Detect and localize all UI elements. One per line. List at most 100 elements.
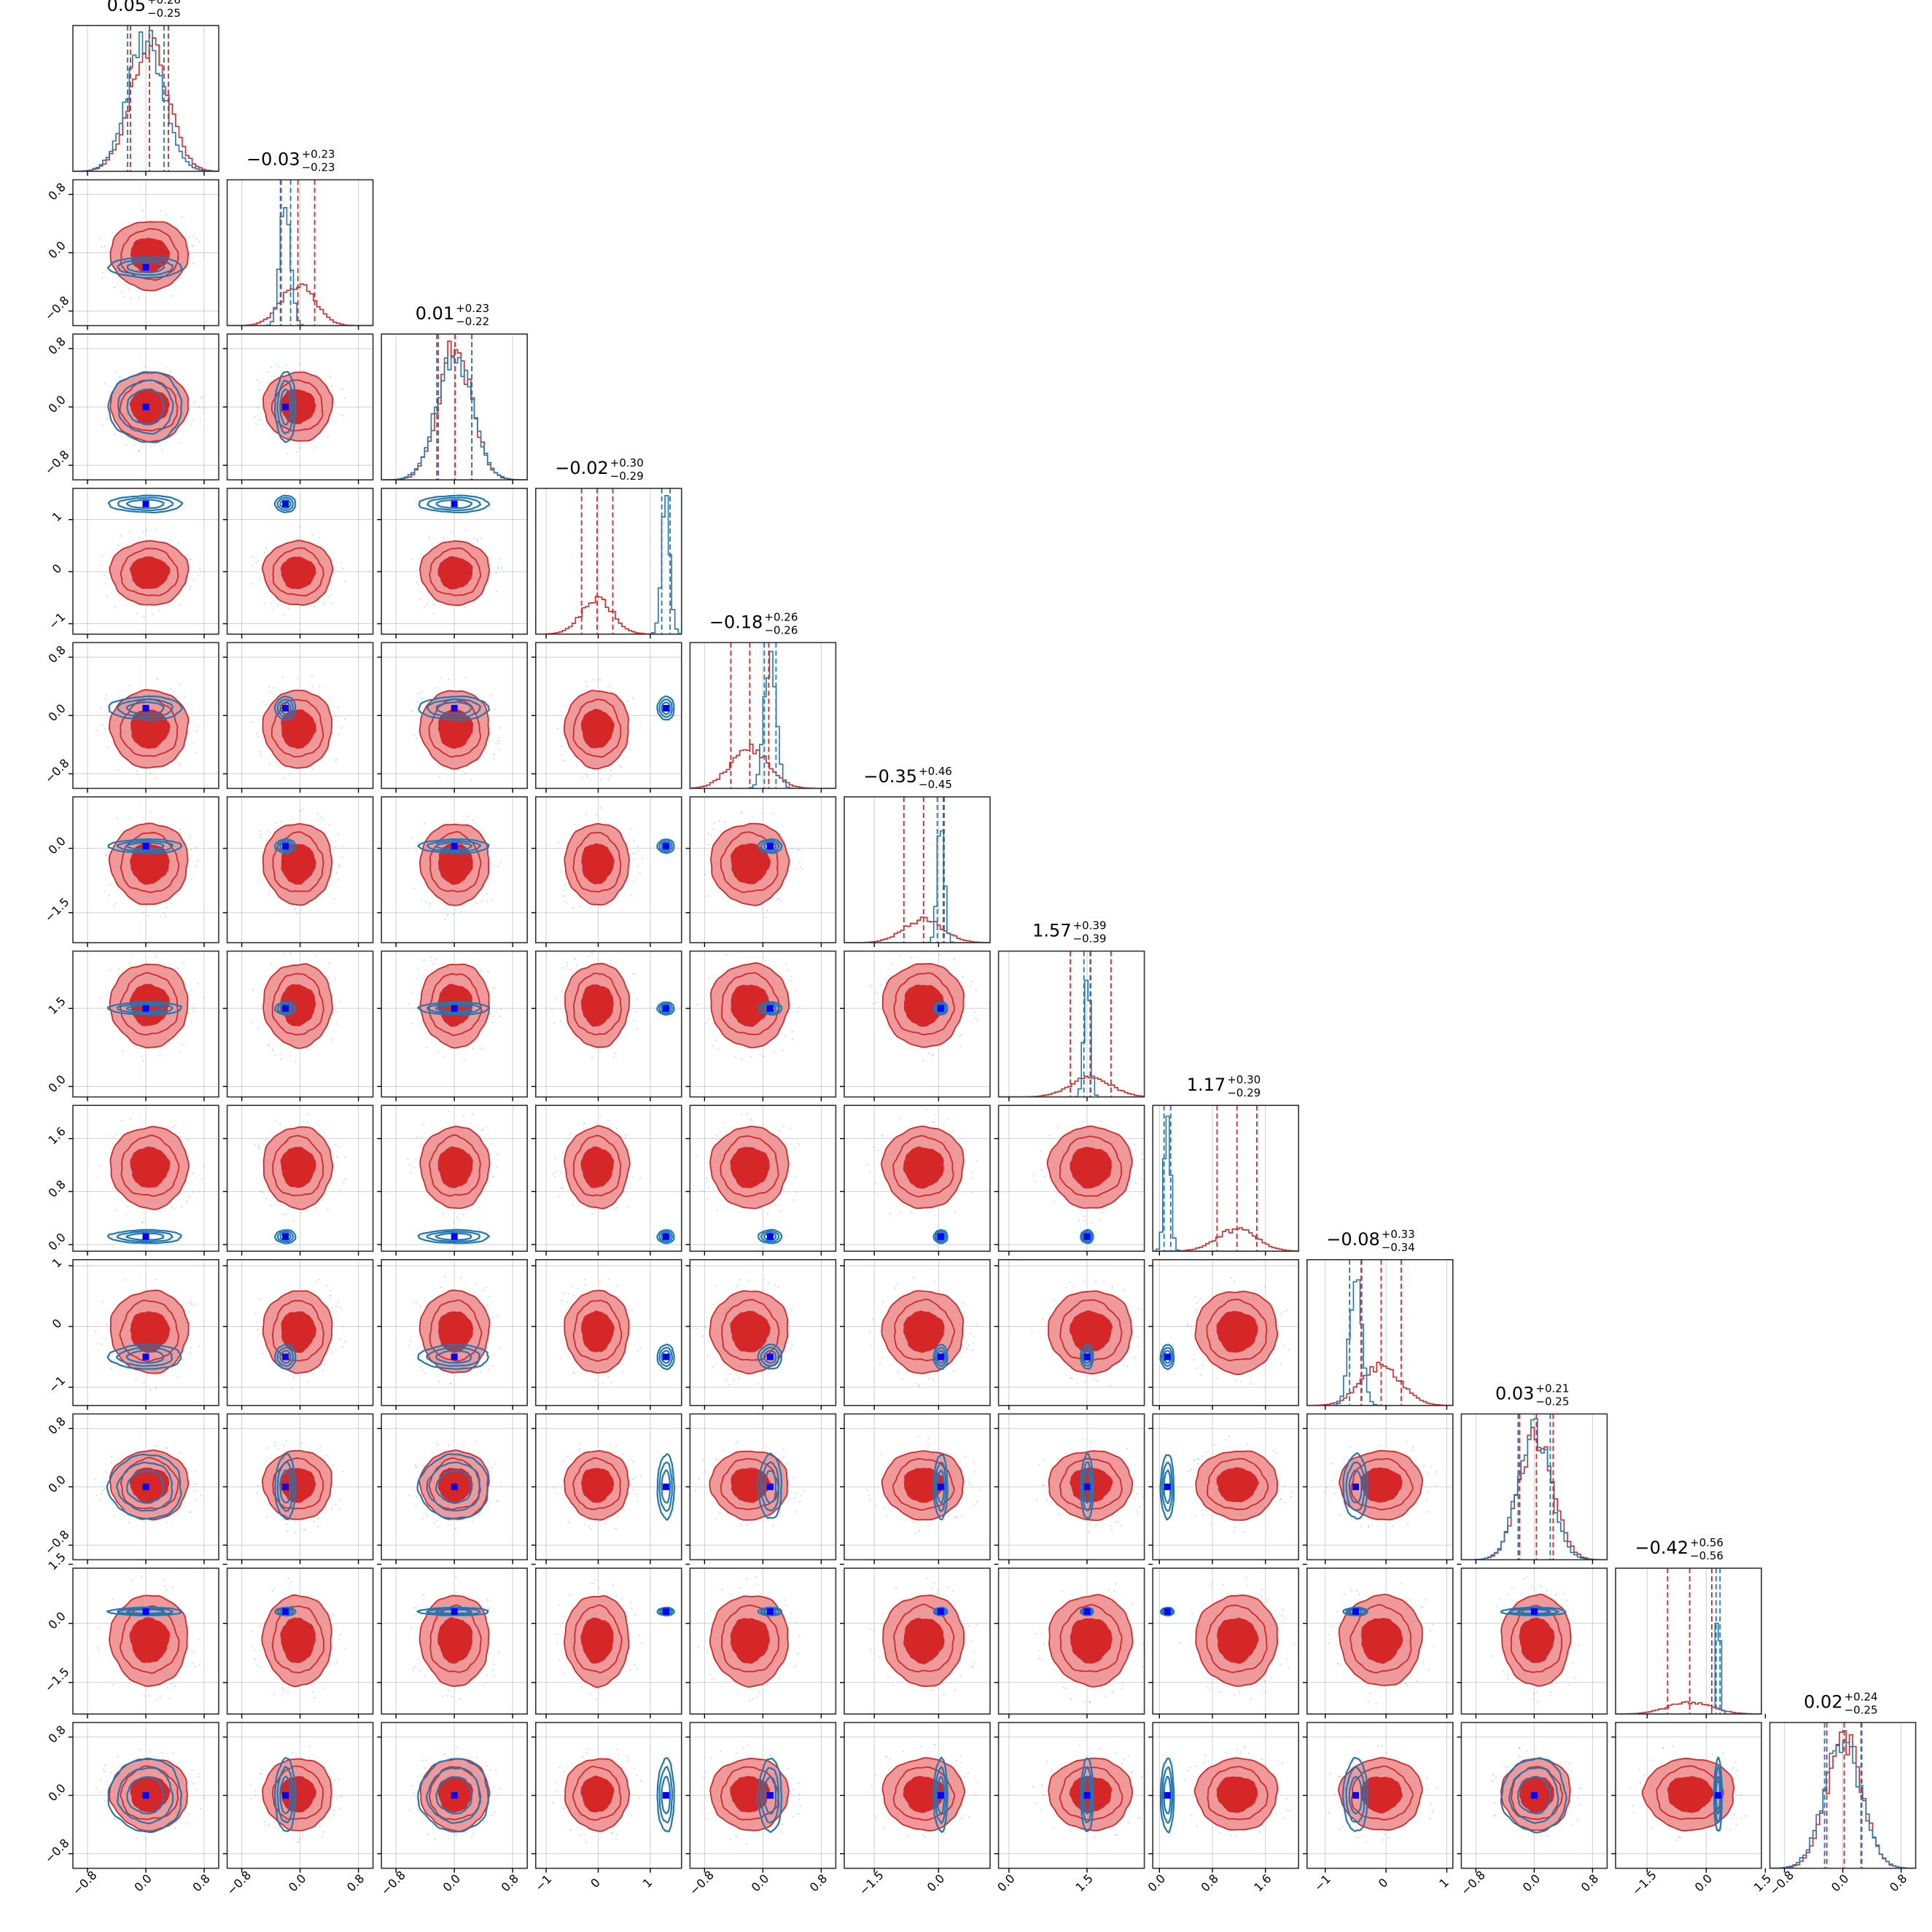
sample-point <box>799 1813 801 1815</box>
y-tick-label: 0.0 <box>45 834 68 857</box>
sample-point <box>783 1125 785 1127</box>
sample-point <box>338 833 340 835</box>
sample-point <box>1328 1634 1330 1635</box>
sample-point <box>1638 1769 1640 1771</box>
sample-point <box>772 812 774 814</box>
sample-point <box>1291 1491 1293 1493</box>
truth-marker <box>142 1608 149 1615</box>
sample-marker-a <box>148 1794 154 1800</box>
sample-point <box>1382 1745 1384 1747</box>
sample-point <box>151 613 153 615</box>
sample-point <box>868 1171 870 1172</box>
contour-b <box>116 840 174 852</box>
sample-point <box>260 1773 262 1775</box>
contour-b <box>757 1757 783 1833</box>
contour-a-inner <box>580 984 614 1027</box>
contour-b <box>935 1766 947 1824</box>
sample-point <box>338 733 340 736</box>
x-tick-label: 0.0 <box>749 1871 771 1894</box>
contour-b <box>126 388 165 426</box>
sample-point <box>1126 1447 1129 1449</box>
sample-point <box>561 1187 563 1189</box>
sample-point <box>1046 1499 1048 1501</box>
truth-marker <box>1352 1792 1359 1799</box>
sample-point <box>179 1051 182 1053</box>
sample-point <box>162 448 164 451</box>
truth-marker <box>766 1005 774 1012</box>
sample-point <box>1234 1527 1236 1529</box>
sample-point <box>260 754 262 756</box>
sample-point <box>584 1122 586 1124</box>
contour-b <box>276 1461 295 1512</box>
sample-point <box>716 1210 718 1212</box>
sample-marker-a <box>294 1323 300 1328</box>
sample-point <box>192 1191 194 1193</box>
sample-point <box>192 1007 195 1009</box>
truth-marker <box>1164 1608 1171 1615</box>
sample-point <box>935 1114 937 1115</box>
sample-point <box>254 416 256 418</box>
pair-panel: −101 <box>46 487 219 639</box>
sample-point <box>335 872 338 874</box>
sample-point <box>282 1691 284 1693</box>
sample-point <box>440 1286 442 1288</box>
panel-content <box>844 1105 990 1252</box>
contour-b <box>279 1775 292 1815</box>
sample-point <box>472 1048 474 1049</box>
sample-point <box>500 1481 502 1484</box>
sample-marker-a <box>147 855 153 861</box>
sample-point <box>274 822 276 824</box>
sample-point <box>631 1608 633 1610</box>
sample-point <box>334 1780 335 1782</box>
sample-point <box>338 864 340 866</box>
sample-point <box>736 1752 737 1754</box>
sample-point <box>624 1137 626 1139</box>
sample-marker-a <box>600 1478 606 1484</box>
sample-point <box>488 1368 490 1371</box>
sample-point <box>303 1529 305 1531</box>
sample-point <box>1632 1812 1635 1814</box>
sample-point <box>1567 1684 1570 1686</box>
sample-point <box>1422 1662 1424 1664</box>
truth-marker <box>282 843 289 850</box>
sample-point <box>1729 1829 1732 1831</box>
sample-point <box>344 1341 346 1343</box>
sample-point <box>179 684 181 685</box>
sample-point <box>254 1659 257 1661</box>
sample-point <box>419 1366 421 1368</box>
sample-point <box>879 1362 881 1364</box>
sample-point <box>164 916 166 918</box>
sample-point <box>558 1659 560 1661</box>
sample-point <box>481 1129 483 1131</box>
sample-marker-a <box>601 865 607 870</box>
sample-point <box>465 677 467 679</box>
sample-point <box>435 1442 437 1444</box>
sample-point <box>1113 1590 1115 1592</box>
sample-point <box>413 1792 414 1793</box>
sample-point <box>1121 1688 1123 1690</box>
sample-marker-a <box>751 1168 757 1174</box>
sample-point <box>105 854 106 857</box>
panel-title: 0.03 <box>1495 1383 1534 1403</box>
sample-point <box>1228 1436 1231 1438</box>
sample-marker-a <box>149 565 155 571</box>
sample-point <box>584 1278 586 1280</box>
sample-point <box>1290 1496 1292 1498</box>
sample-marker-a <box>741 1323 747 1329</box>
contour-a-mid <box>572 698 622 758</box>
sample-point <box>259 830 261 832</box>
sample-point <box>155 954 157 956</box>
sample-point <box>273 609 274 611</box>
panel-content <box>535 1414 682 1560</box>
pair-panel <box>1302 1563 1454 1718</box>
sample-point <box>636 1667 638 1670</box>
sample-point <box>1139 1817 1141 1819</box>
sample-marker-a <box>142 719 148 725</box>
y-tick-label: 0.0 <box>45 1231 68 1253</box>
sample-point <box>798 849 800 851</box>
contour-a-mid <box>572 1134 622 1196</box>
sample-point <box>740 1587 741 1589</box>
panel-content <box>381 951 528 1097</box>
sample-point <box>192 262 194 265</box>
